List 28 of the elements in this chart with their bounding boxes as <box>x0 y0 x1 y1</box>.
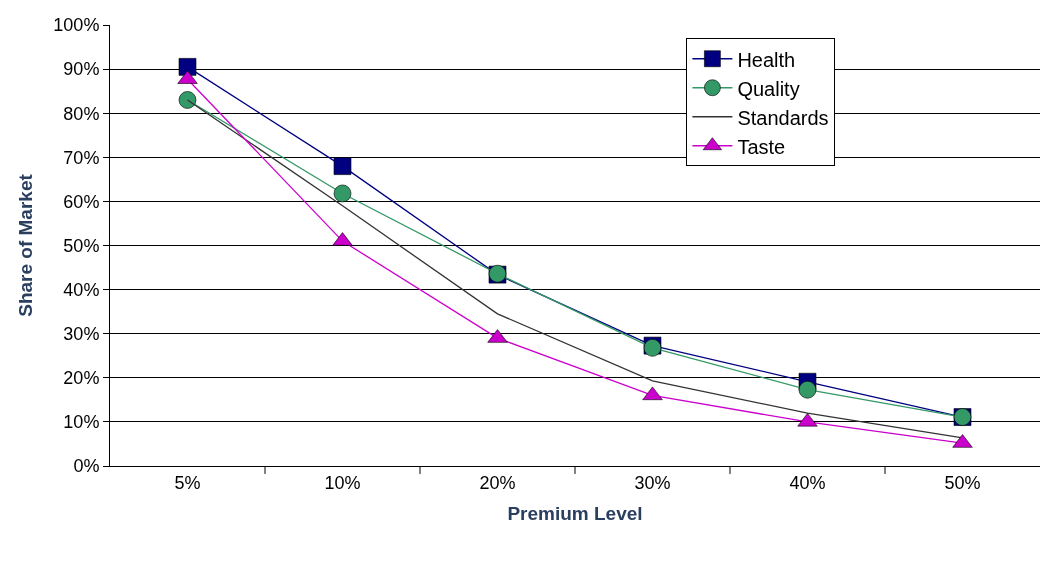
y-tick-label: 70% <box>63 147 100 168</box>
y-tick-label: 20% <box>63 368 100 389</box>
y-tick-label: 10% <box>63 412 100 433</box>
legend-label: Health <box>737 48 796 71</box>
x-tick-label: 5% <box>174 472 201 493</box>
y-tick-label: 100% <box>53 15 100 36</box>
y-axis-title: Share of Market <box>15 173 37 317</box>
y-tick-label: 90% <box>63 59 100 80</box>
y-tick-label: 60% <box>63 191 100 212</box>
legend-label: Standards <box>737 106 829 129</box>
point <box>333 184 352 203</box>
x-tick-label: 50% <box>944 472 981 493</box>
y-tick-label: 0% <box>73 456 100 477</box>
y-tick-label: 40% <box>63 279 100 300</box>
y-tick-label: 50% <box>63 235 100 256</box>
x-tick-label: 20% <box>479 472 516 493</box>
legend-label: Taste <box>737 135 786 158</box>
x-tick-label: 30% <box>634 472 671 493</box>
legend-label: Quality <box>737 77 800 100</box>
x-tick-label: 40% <box>789 472 826 493</box>
point <box>178 58 197 76</box>
y-tick-label: 80% <box>63 103 100 124</box>
point <box>798 380 817 399</box>
x-axis-title: Premium Level <box>507 503 643 525</box>
point <box>178 91 197 109</box>
y-tick-label: 30% <box>63 324 100 344</box>
point <box>333 157 352 175</box>
x-tick-label: 10% <box>324 472 361 493</box>
